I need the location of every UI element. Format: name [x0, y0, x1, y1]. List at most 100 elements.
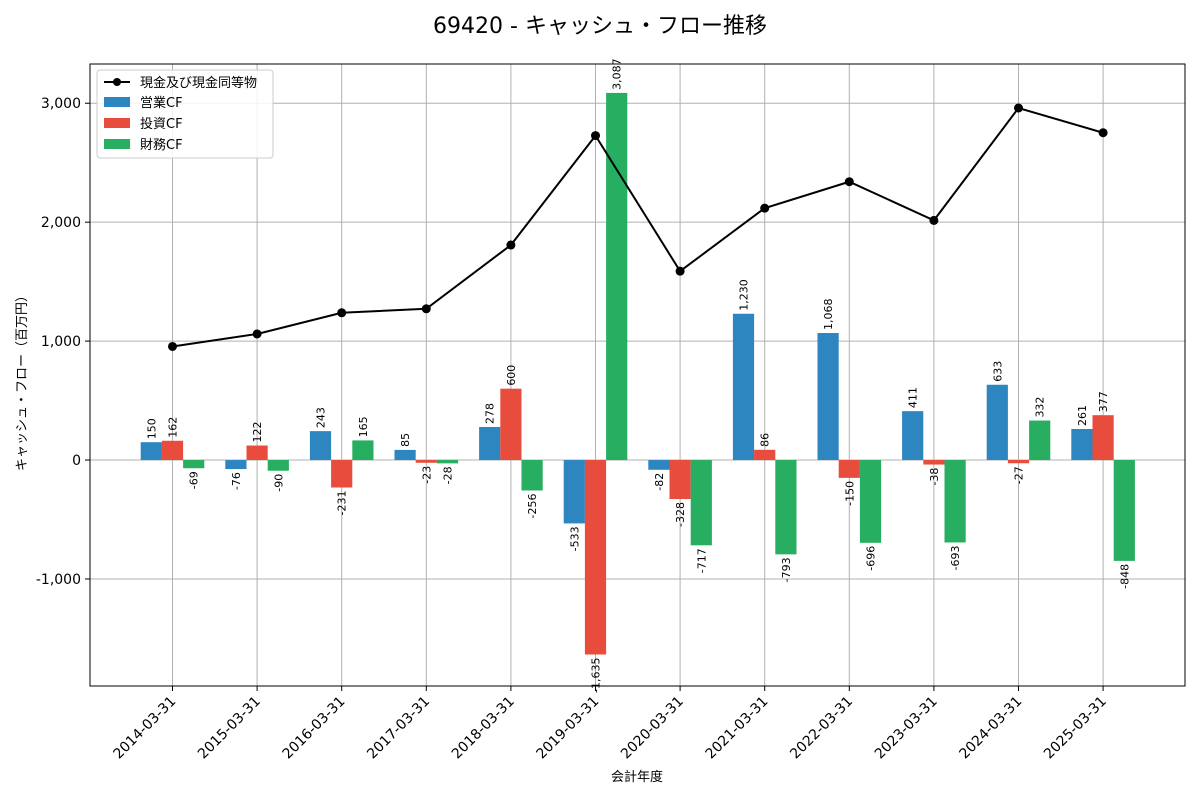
- cf-bar: [584, 460, 607, 655]
- cf-bar: [500, 388, 522, 461]
- bar-value-label: -693: [949, 545, 962, 570]
- cf-bar: [479, 426, 501, 461]
- cash-line-point: [844, 177, 854, 187]
- y-tick-label: 3,000: [41, 96, 81, 112]
- cash-line-point: [1098, 128, 1108, 138]
- data-labels: 150 -76 243 85 278 -533 -82 1,230 1,068 411 633 261…: [145, 58, 1131, 693]
- legend-swatch-financing: [104, 139, 130, 149]
- cf-bar: [394, 449, 416, 461]
- bars: [140, 92, 1135, 655]
- bar-value-label: -69: [188, 471, 201, 489]
- bar-value-label: -82: [653, 473, 666, 491]
- bar-value-label: 165: [357, 416, 370, 437]
- y-tick-label: 2,000: [41, 215, 81, 231]
- cash-line-point: [1014, 103, 1023, 113]
- x-tick-label: 2014-03-31: [110, 694, 179, 763]
- cf-bar: [246, 445, 268, 461]
- cf-bar: [986, 384, 1008, 461]
- cf-bar: [521, 460, 543, 491]
- legend-label-operating: 営業CF: [140, 95, 183, 111]
- cf-bar: [563, 460, 585, 524]
- bar-value-label: 1,230: [738, 279, 751, 311]
- cf-bar: [309, 431, 332, 461]
- cf-bar: [944, 460, 966, 543]
- cash-line-point: [760, 203, 770, 213]
- cf-bar: [859, 460, 882, 543]
- cf-bar: [754, 449, 776, 461]
- legend-frame: [96, 69, 274, 159]
- cf-bar: [140, 442, 162, 461]
- bar-value-label: 162: [167, 417, 180, 438]
- cf-bar: [648, 460, 670, 470]
- cf-bar: [415, 460, 437, 463]
- cf-bar: [225, 460, 247, 470]
- bar-value-label: 85: [399, 433, 412, 447]
- chart-title: 69420 - キャッシュ・フロー推移: [433, 14, 767, 39]
- bar-value-label: -76: [230, 472, 243, 490]
- legend-label-financing: 財務CF: [140, 138, 183, 153]
- cf-bar: [161, 440, 184, 461]
- x-tick-label: 2025-03-31: [1041, 694, 1110, 763]
- plot-frame: [89, 63, 1186, 687]
- x-tick-label: 2017-03-31: [364, 694, 433, 763]
- bar-value-label: -256: [526, 493, 539, 518]
- grid-lines: [90, 64, 1185, 686]
- bar-value-label: -848: [1118, 564, 1131, 589]
- cash-line-point: [929, 215, 939, 225]
- bar-value-label: 86: [759, 433, 772, 447]
- x-tick-label: 2015-03-31: [195, 694, 264, 763]
- bar-value-label: -696: [865, 546, 878, 571]
- bar-value-label: -533: [568, 526, 581, 551]
- cf-bar: [1029, 420, 1051, 461]
- cf-bar: [606, 92, 628, 461]
- y-tick-label: -1,000: [36, 572, 81, 588]
- cf-bar: [669, 460, 691, 500]
- cash-line-path: [172, 106, 1104, 348]
- bar-value-label: 122: [251, 422, 264, 443]
- legend-marker-swatch: [113, 78, 121, 86]
- cf-bar: [902, 411, 924, 461]
- bar-value-label: -328: [674, 502, 687, 527]
- bar-value-label: -23: [420, 466, 433, 484]
- bar-value-label: -1,635: [590, 657, 603, 692]
- bar-value-label: 3,087: [611, 58, 624, 90]
- bar-value-label: 243: [315, 407, 328, 428]
- x-tick-label: 2023-03-31: [872, 694, 941, 763]
- x-tick-label: 2018-03-31: [449, 694, 518, 763]
- cf-bar: [1007, 460, 1030, 464]
- cf-bar: [267, 460, 289, 471]
- bar-value-label: 278: [484, 403, 497, 424]
- y-tick-label: 1,000: [41, 334, 81, 350]
- bar-value-label: -231: [336, 491, 349, 516]
- legend: 現金及び現金同等物 営業CF 投資CF 財務CF: [96, 69, 274, 159]
- bar-value-label: 411: [907, 387, 920, 408]
- x-ticks: 2014-03-31 2015-03-31 2016-03-31 2017-03-31…: [110, 686, 1110, 763]
- cash-line-point: [591, 131, 600, 141]
- cf-bar: [817, 333, 839, 461]
- x-axis-title: 会計年度: [611, 769, 663, 785]
- bar-value-label: -717: [695, 548, 708, 573]
- bar-value-label: 377: [1097, 391, 1110, 412]
- cf-bar: [775, 460, 797, 555]
- cash-line: [168, 103, 1108, 351]
- x-tick-label: 2016-03-31: [280, 694, 349, 763]
- cf-bar: [1092, 415, 1114, 461]
- bar-value-label: -150: [843, 481, 856, 506]
- legend-swatch-operating: [104, 97, 130, 107]
- x-tick-label: 2024-03-31: [956, 694, 1025, 763]
- cash-line-point: [675, 266, 685, 276]
- x-tick-label: 2021-03-31: [703, 694, 772, 763]
- cf-bar: [183, 460, 205, 469]
- x-tick-label: 2020-03-31: [618, 694, 687, 763]
- cash-line-point: [168, 341, 177, 351]
- cash-line-point: [337, 308, 347, 318]
- cash-line-point: [252, 329, 262, 339]
- legend-label-investing: 投資CF: [140, 116, 183, 132]
- y-tick-label: 0: [72, 453, 81, 469]
- cf-bar: [838, 460, 860, 478]
- bar-value-label: -28: [442, 466, 455, 484]
- cf-bar: [331, 460, 353, 488]
- y-axis-title: キャッシュ・フロー（百万円）: [15, 289, 30, 471]
- x-tick-label: 2019-03-31: [533, 694, 602, 763]
